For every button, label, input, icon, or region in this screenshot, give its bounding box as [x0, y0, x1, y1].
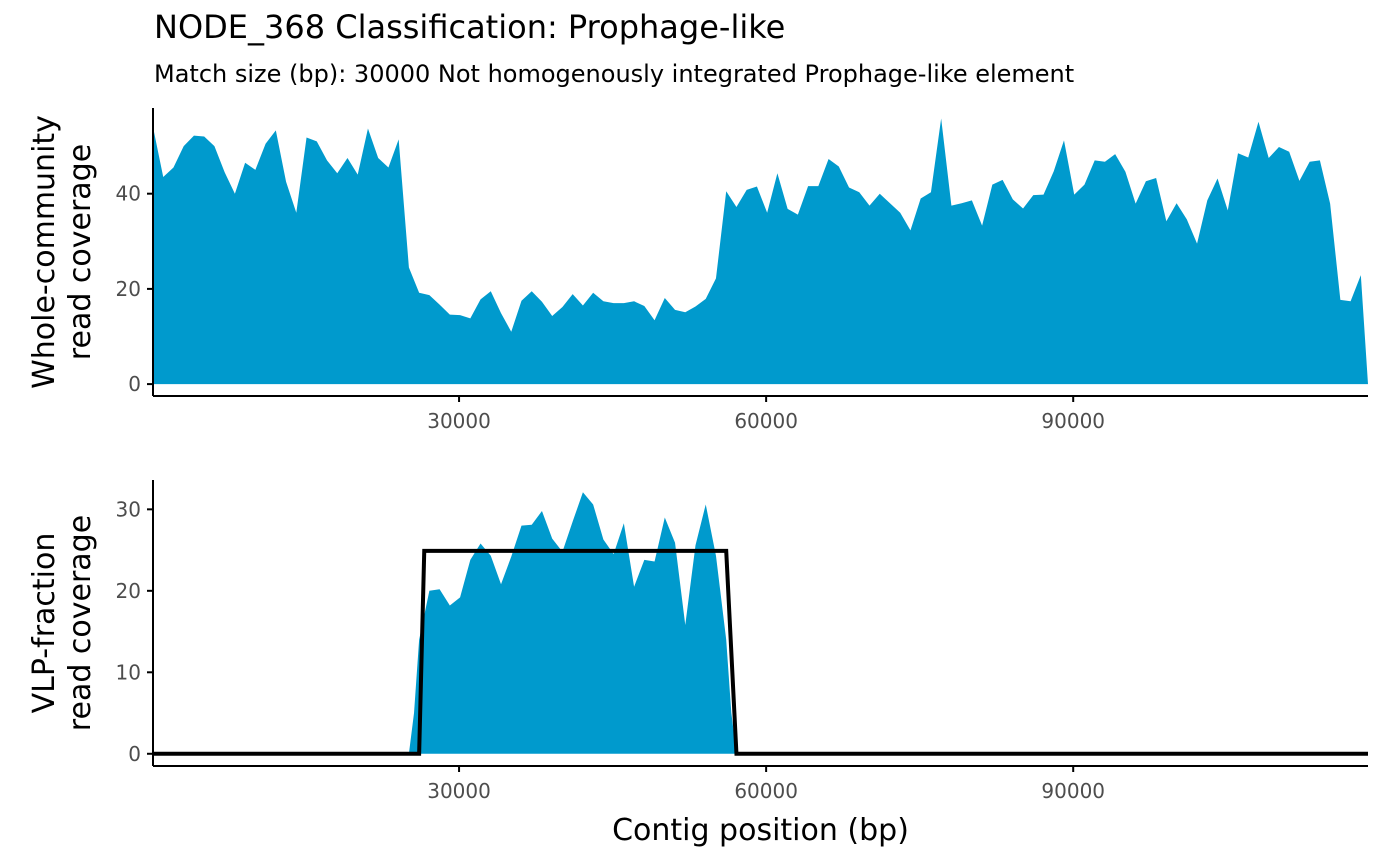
y-tick-label-bottom: 10 [116, 660, 141, 684]
y-tick-label-top: 40 [116, 182, 141, 206]
y-tick-label-top: 0 [128, 372, 141, 396]
x-tick-label-bottom: 30000 [427, 779, 491, 803]
x-axis-title: Contig position (bp) [612, 813, 909, 848]
coverage-area-bottom [153, 492, 1368, 754]
x-tick-label-bottom: 90000 [1041, 779, 1105, 803]
y-axis-title-top: Whole-communityread coverage [27, 115, 98, 389]
y-tick-label-top: 20 [116, 277, 141, 301]
panel-bottom: 30000 60000 90000 0 10 20 30 VLP-fractionread c… [27, 480, 1368, 848]
prophage-fit-line [153, 548, 1368, 756]
x-tick-label-bottom: 60000 [734, 779, 798, 803]
y-tick-label-bottom: 20 [116, 579, 141, 603]
x-tick-label-top: 30000 [427, 409, 491, 433]
panel-top: 30000 60000 90000 0 20 40 Whole-communityread … [27, 108, 1368, 433]
y-axis-title-bottom: VLP-fractionread coverage [27, 515, 98, 731]
chart-title: NODE_368 Classification: Prophage-like [154, 8, 786, 46]
x-tick-label-top: 90000 [1041, 409, 1105, 433]
coverage-area-top [153, 118, 1368, 385]
chart-subtitle: Match size (bp): 30000 Not homogenously … [154, 60, 1075, 88]
x-tick-label-top: 60000 [734, 409, 798, 433]
y-tick-label-bottom: 0 [128, 742, 141, 766]
y-tick-label-bottom: 30 [116, 497, 141, 521]
